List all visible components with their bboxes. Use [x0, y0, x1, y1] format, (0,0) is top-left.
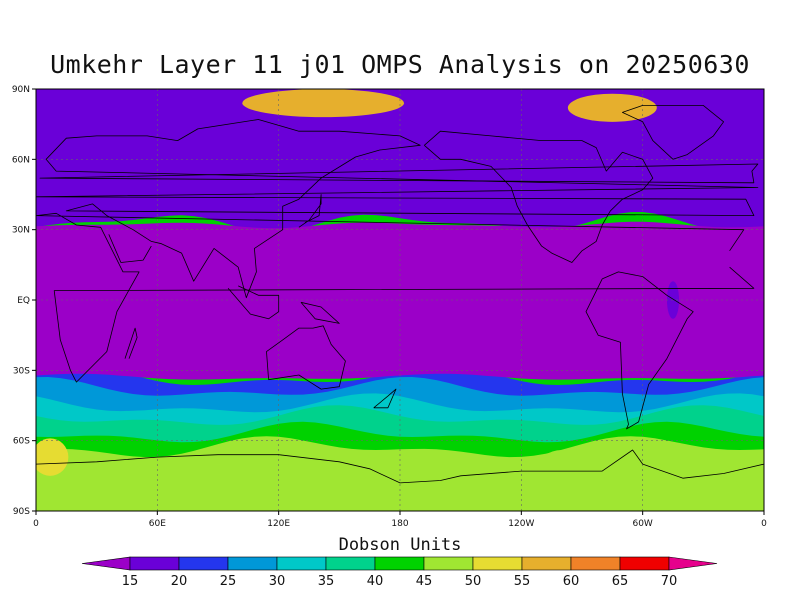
colorbar-swatch — [472, 556, 523, 571]
coast-africa — [36, 212, 755, 383]
coastlines — [36, 105, 764, 484]
colorbar-label: 25 — [220, 574, 237, 589]
coast-japan — [298, 194, 322, 228]
y-tick-label: 30N — [12, 226, 30, 236]
colorbar-arrow-right — [668, 556, 718, 571]
map-plot-area — [36, 89, 764, 511]
colorbar-swatch — [374, 556, 425, 571]
x-tick-label: 0 — [761, 519, 767, 529]
coast-north-america — [424, 130, 654, 263]
coast-antarctica — [36, 449, 764, 484]
colorbar-label: 55 — [514, 574, 531, 589]
feature-3 — [36, 438, 69, 476]
colorbar-swatch — [619, 556, 670, 571]
colorbar-label: 40 — [367, 574, 384, 589]
colorbar-label: 70 — [661, 574, 678, 589]
longitude-axis: 0 60E 120E 180 120W 60W 0 — [33, 511, 767, 529]
coast-uk — [39, 163, 759, 184]
coast-greenland — [622, 105, 724, 160]
x-tick-label: 180 — [391, 519, 408, 529]
y-tick-label: 60N — [12, 155, 30, 165]
colorbar-swatch — [276, 556, 327, 571]
colorbar-arrow-left — [81, 556, 131, 571]
colorbar-title: Dobson Units — [338, 535, 462, 555]
colorbar-label: 65 — [612, 574, 629, 589]
map-title: Umkehr Layer 11 j01 OMPS Analysis on 202… — [50, 50, 750, 79]
y-tick-label: EQ — [17, 296, 30, 306]
colorbar-label: 15 — [122, 574, 139, 589]
x-tick-label: 120E — [267, 519, 290, 529]
feature-5 — [537, 450, 587, 488]
latitude-axis: 90N 60N 30N EQ 30S 60S 90S — [12, 85, 36, 517]
coast-south-america — [585, 271, 694, 430]
colorbar-swatch — [227, 556, 278, 571]
y-tick-label: 90S — [13, 507, 30, 517]
colorbar-swatch — [570, 556, 621, 571]
colorbar: 15 20 25 30 35 40 45 50 55 60 65 70 — [81, 556, 718, 589]
ozone-contour-features — [36, 89, 764, 495]
colorbar-swatch — [129, 556, 180, 571]
coast-arabia-india — [108, 234, 152, 263]
colorbar-label: 60 — [563, 574, 580, 589]
coast-europe-asia — [36, 119, 759, 299]
x-tick-label: 120W — [508, 519, 534, 529]
colorbar-swatch — [521, 556, 572, 571]
colorbar-label: 20 — [171, 574, 188, 589]
colorbar-label: 35 — [318, 574, 335, 589]
x-tick-label: 0 — [33, 519, 39, 529]
feature-4 — [361, 452, 419, 486]
colorbar-swatch — [178, 556, 229, 571]
coast-new-zealand — [373, 388, 397, 409]
feature-1 — [567, 93, 657, 122]
colorbar-label: 30 — [269, 574, 286, 589]
coast-indonesia — [227, 285, 280, 320]
x-tick-label: 60E — [149, 519, 166, 529]
feature-6 — [735, 457, 764, 495]
y-tick-label: 90N — [12, 85, 30, 95]
colorbar-swatch — [325, 556, 376, 571]
y-tick-label: 60S — [13, 437, 30, 447]
colorbar-label: 50 — [465, 574, 482, 589]
feature-0 — [242, 89, 405, 118]
coast-new-guinea — [300, 301, 340, 324]
coast-australia — [266, 325, 346, 390]
x-tick-label: 60W — [632, 519, 652, 529]
colorbar-label: 45 — [416, 574, 433, 589]
coast-madagascar — [124, 327, 138, 359]
y-tick-label: 30S — [13, 366, 30, 376]
colorbar-swatch — [423, 556, 474, 571]
